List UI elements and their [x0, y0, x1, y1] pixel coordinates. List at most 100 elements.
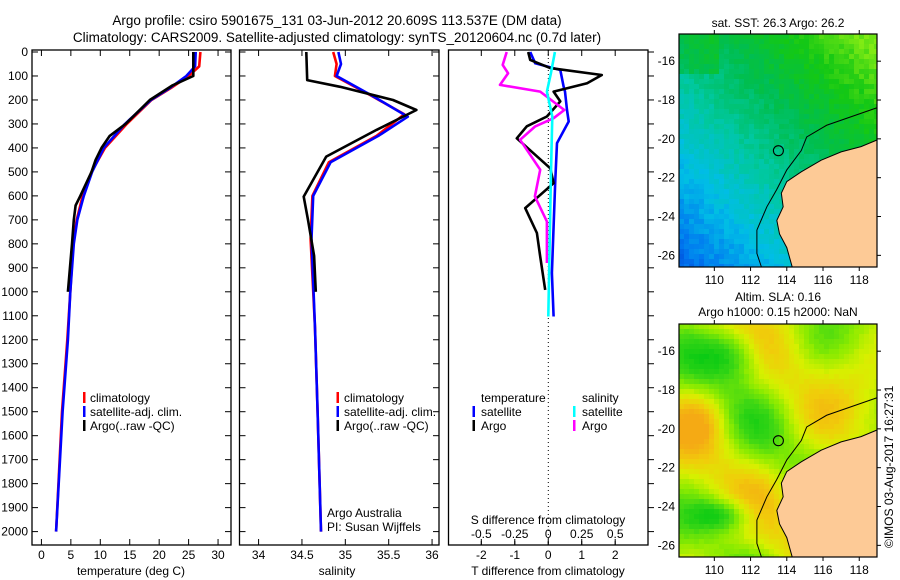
map-cell: [729, 489, 735, 495]
map-cell: [729, 509, 735, 515]
map-cell: [804, 99, 810, 105]
map-cell: [769, 219, 775, 225]
map-cell: [709, 159, 715, 165]
map-cell: [679, 59, 685, 65]
map-cell: [689, 69, 695, 75]
map-cell: [839, 344, 845, 350]
map-cell: [684, 214, 690, 220]
map-cell: [719, 504, 725, 510]
map-cell: [694, 214, 700, 220]
s-tick-label: 0.25: [570, 527, 594, 541]
map-cell: [739, 399, 745, 405]
map-cell: [709, 219, 715, 225]
map-cell: [844, 119, 850, 125]
map-cell: [739, 189, 745, 195]
y-tick-label: 1000: [1, 285, 28, 299]
map-cell: [709, 529, 715, 535]
map-cell: [764, 94, 770, 100]
map-cell: [729, 159, 735, 165]
map-cell: [814, 334, 820, 340]
map-cell: [834, 134, 840, 140]
map-cell: [804, 114, 810, 120]
map-cell: [809, 364, 815, 370]
map-cell: [794, 424, 800, 430]
map-cell: [844, 409, 850, 415]
map-cell: [724, 184, 730, 190]
map-cell: [709, 224, 715, 230]
map-cell: [869, 59, 875, 65]
map-cell: [764, 214, 770, 220]
map-cell: [734, 449, 740, 455]
map-cell: [769, 414, 775, 420]
map-cell: [789, 399, 795, 405]
map-cell: [769, 464, 775, 470]
map-cell: [744, 534, 750, 540]
map-cell: [679, 394, 685, 400]
map-cell: [749, 434, 755, 440]
map-cell: [734, 174, 740, 180]
map-cell: [694, 164, 700, 170]
map-cell: [724, 449, 730, 455]
map-cell: [769, 124, 775, 130]
map-cell: [729, 44, 735, 50]
map-cell: [854, 434, 860, 440]
y-tick-label: 800: [8, 237, 28, 251]
map-cell: [689, 554, 695, 558]
map-cell: [809, 44, 815, 50]
map-cell: [854, 89, 860, 95]
map-cell: [679, 329, 685, 335]
map-cell: [864, 424, 870, 430]
map-cell: [694, 134, 700, 140]
map-cell: [779, 374, 785, 380]
map-cell: [749, 544, 755, 550]
map-cell: [749, 459, 755, 465]
map-cell: [679, 134, 685, 140]
map-cell: [694, 349, 700, 355]
map-cell: [809, 49, 815, 55]
map-cell: [754, 379, 760, 385]
map-cell: [809, 34, 815, 40]
map-cell: [804, 454, 810, 460]
map-cell: [774, 324, 780, 330]
map-cell: [754, 359, 760, 365]
map-cell: [789, 464, 795, 470]
diff-s-argo: [498, 51, 566, 263]
map-cell: [824, 344, 830, 350]
map-cell: [819, 124, 825, 130]
map-cell: [734, 509, 740, 515]
map-cell: [704, 329, 710, 335]
map-cell: [749, 34, 755, 40]
map-cell: [789, 109, 795, 115]
map-cell: [734, 59, 740, 65]
map-cell: [714, 204, 720, 210]
map-cell: [744, 449, 750, 455]
map-cell: [769, 69, 775, 75]
map-cell: [734, 484, 740, 490]
map-cell: [864, 324, 870, 330]
map-cell: [704, 369, 710, 375]
map-cell: [694, 379, 700, 385]
map-cell: [714, 124, 720, 130]
map-cell: [829, 109, 835, 115]
map-cell: [734, 214, 740, 220]
map-cell: [834, 354, 840, 360]
map-cell: [724, 189, 730, 195]
map-cell: [739, 364, 745, 370]
map-cell: [774, 139, 780, 145]
map-cell: [699, 429, 705, 435]
map-cell: [739, 354, 745, 360]
map-cell: [724, 179, 730, 185]
map-cell: [734, 404, 740, 410]
map-cell: [849, 44, 855, 50]
map-cell: [744, 254, 750, 260]
map-cell: [704, 489, 710, 495]
map-cell: [864, 44, 870, 50]
map-cell: [834, 414, 840, 420]
map-cell: [759, 409, 765, 415]
map-cell: [709, 454, 715, 460]
map-cell: [724, 514, 730, 520]
map-cell: [734, 489, 740, 495]
map-cell: [749, 429, 755, 435]
map-cell: [794, 354, 800, 360]
map-cell: [814, 414, 820, 420]
